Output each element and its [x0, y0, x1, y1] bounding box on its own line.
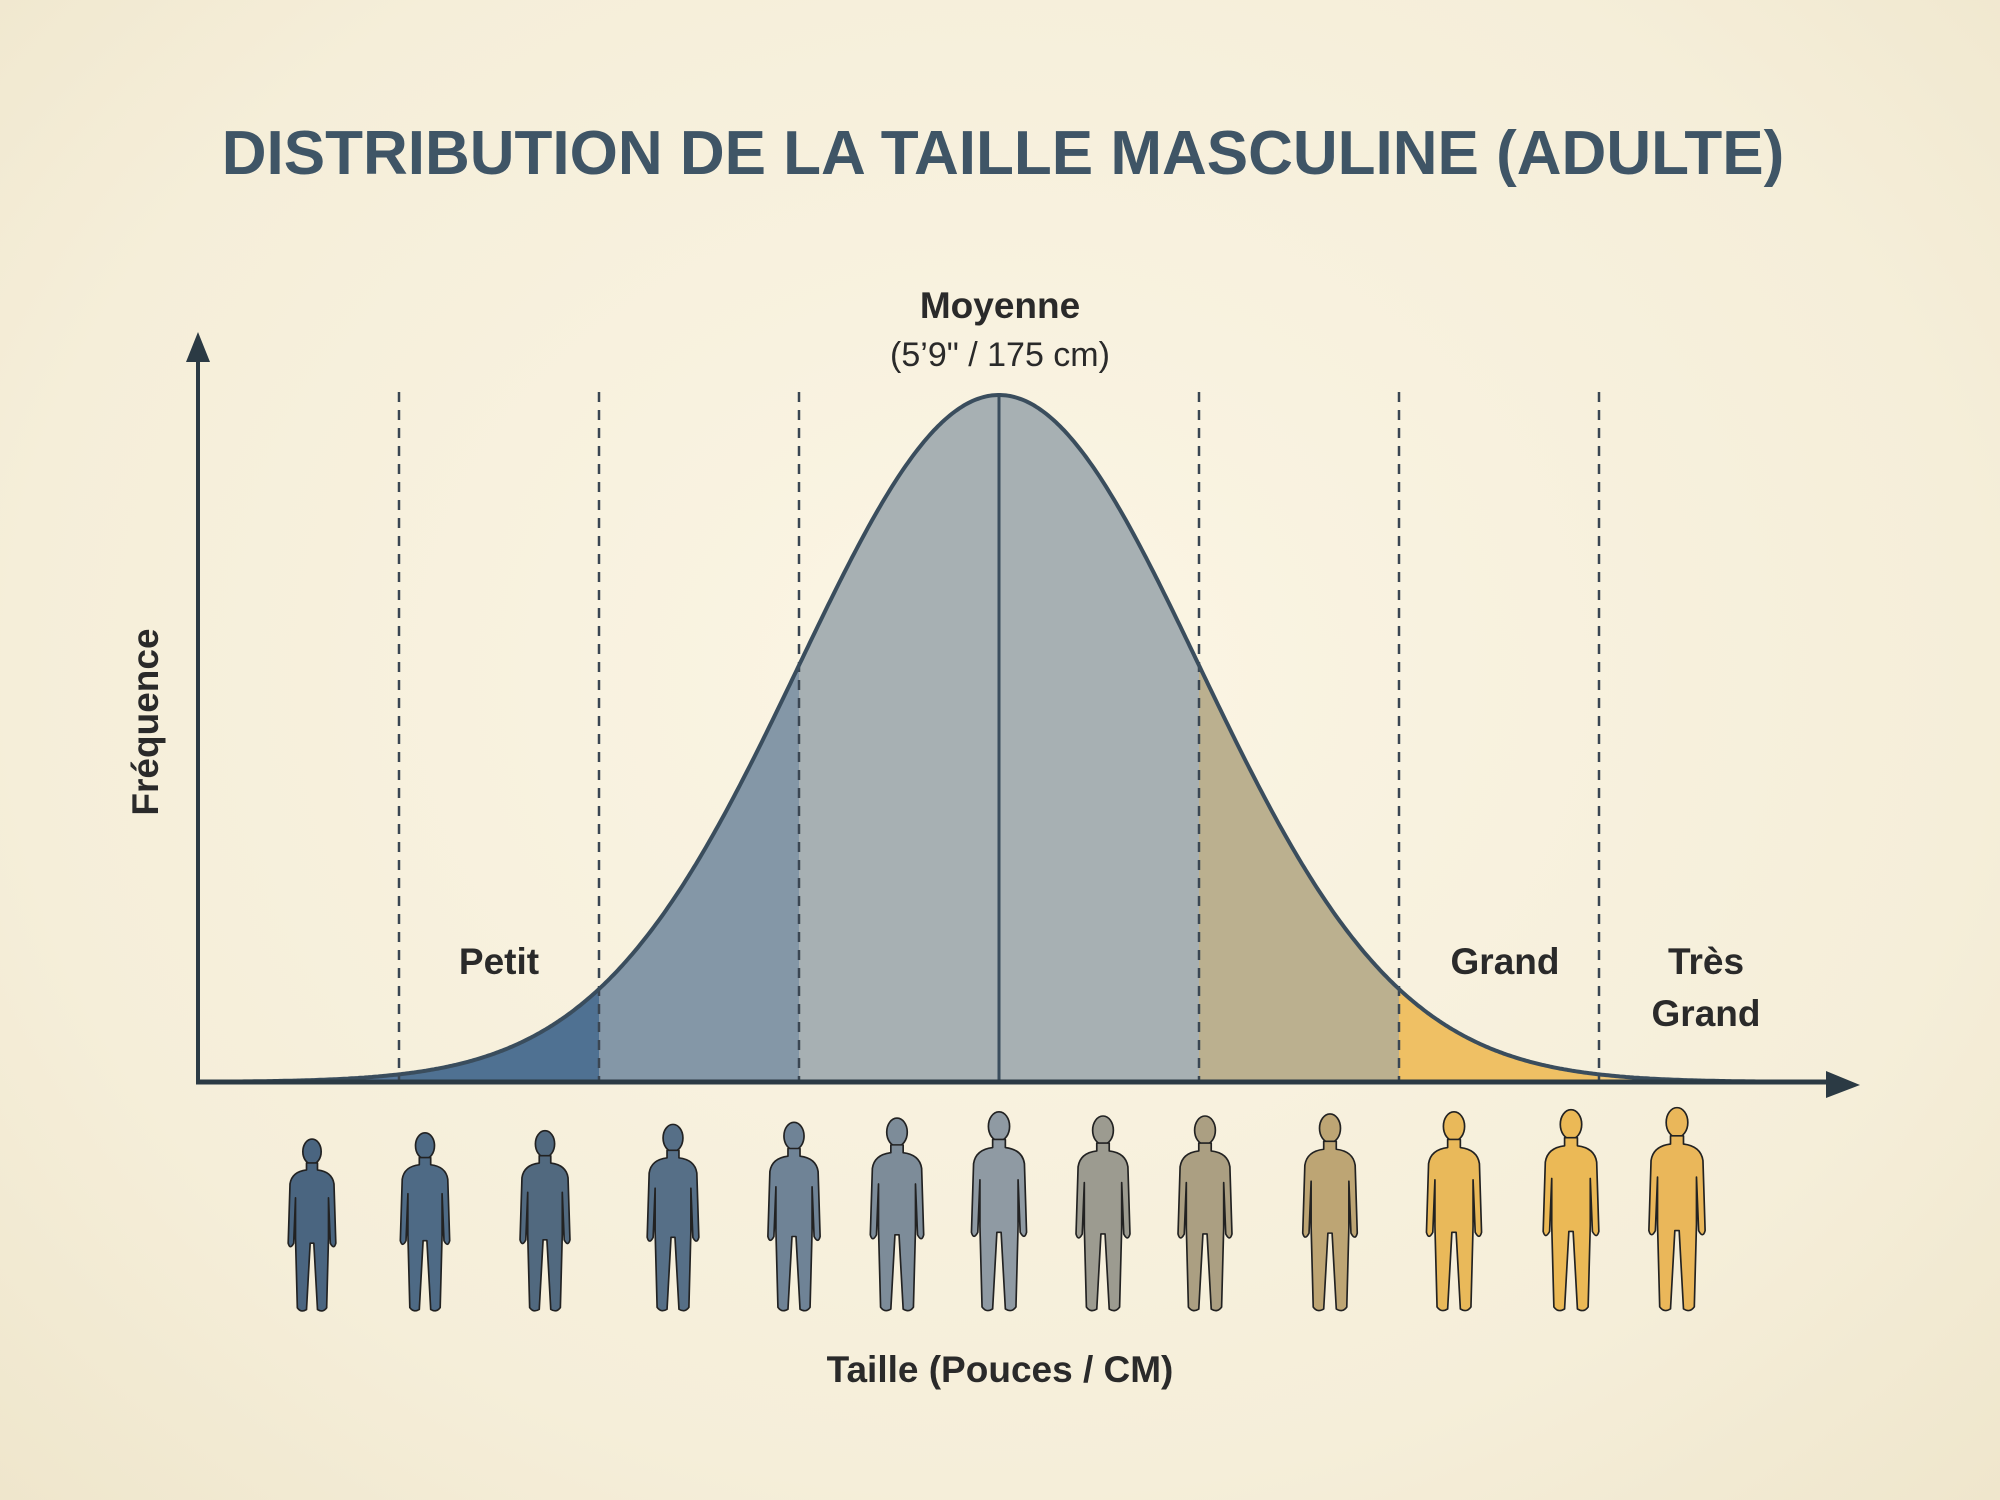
band-fill-4 — [999, 395, 1199, 1082]
person-figure-icon — [767, 1121, 821, 1312]
figure-head — [1193, 1115, 1217, 1146]
figure-head — [414, 1131, 436, 1160]
band-label-grand: Grand — [1451, 941, 1560, 982]
figure-body — [970, 1138, 1028, 1312]
figure-head — [1318, 1113, 1342, 1144]
band-label-petit: Petit — [459, 941, 539, 982]
sigma-guides — [397, 392, 1601, 1082]
figure-head — [534, 1129, 556, 1158]
band-fill-1 — [399, 989, 599, 1082]
mean-label: Moyenne — [920, 285, 1080, 326]
axes — [186, 332, 1860, 1098]
figure-body — [287, 1162, 337, 1312]
bell-curve — [200, 393, 1810, 1084]
figure-body — [1301, 1140, 1359, 1312]
band-label-tres: Très — [1668, 941, 1744, 982]
person-figure-icon — [519, 1129, 571, 1312]
chart-title: DISTRIBUTION DE LA TAILLE MASCULINE (ADU… — [222, 119, 1785, 188]
person-figure-icon — [1542, 1108, 1600, 1312]
figure-body — [519, 1154, 571, 1312]
figure-head — [885, 1117, 909, 1148]
height-figures — [287, 1106, 1706, 1312]
band-fill-3 — [799, 395, 999, 1082]
figure-body — [1177, 1142, 1233, 1312]
x-axis-arrow-icon — [1826, 1071, 1860, 1098]
figure-body — [869, 1144, 925, 1312]
figure-head — [1091, 1115, 1115, 1146]
figure-body — [1648, 1135, 1706, 1312]
figure-head — [1442, 1111, 1466, 1142]
figure-body — [399, 1156, 451, 1312]
figure-body — [1075, 1142, 1131, 1312]
band-label-tres-grand: Grand — [1652, 993, 1761, 1034]
person-figure-icon — [287, 1138, 337, 1312]
figure-head — [987, 1111, 1011, 1142]
figure-head — [1559, 1108, 1583, 1140]
figure-body — [767, 1147, 821, 1312]
figure-body — [646, 1149, 700, 1312]
person-figure-icon — [1425, 1111, 1483, 1312]
mean-value-label: (5’9" / 175 cm) — [890, 336, 1110, 374]
person-figure-icon — [646, 1123, 700, 1312]
x-axis-label: Taille (Pouces / CM) — [827, 1349, 1174, 1390]
person-figure-icon — [1075, 1115, 1131, 1312]
y-axis-arrow-icon — [186, 332, 210, 362]
figure-head — [1665, 1106, 1689, 1139]
band-fill-6 — [1399, 989, 1599, 1082]
person-figure-icon — [1301, 1113, 1359, 1312]
person-figure-icon — [399, 1131, 451, 1312]
person-figure-icon — [1648, 1106, 1706, 1312]
figure-body — [1542, 1136, 1600, 1312]
person-figure-icon — [970, 1111, 1028, 1312]
person-figure-icon — [869, 1117, 925, 1312]
figure-body — [1425, 1138, 1483, 1312]
y-axis-label: Fréquence — [125, 628, 166, 815]
figure-head — [301, 1138, 323, 1165]
figure-head — [662, 1123, 684, 1153]
person-figure-icon — [1177, 1115, 1233, 1312]
figure-head — [783, 1121, 805, 1151]
